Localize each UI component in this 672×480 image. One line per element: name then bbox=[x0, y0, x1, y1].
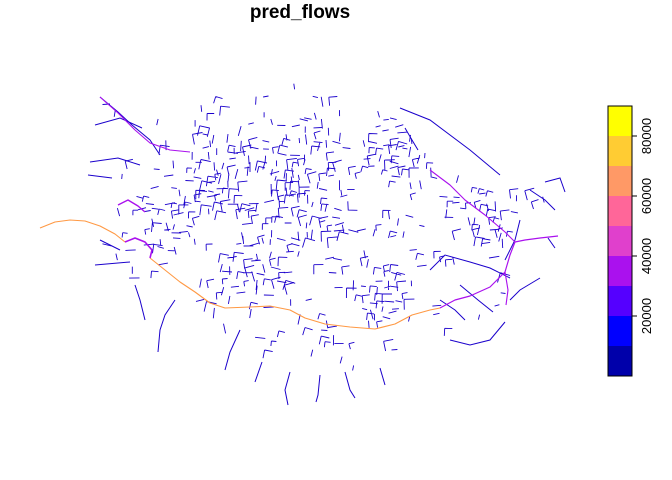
orange-bypass-west bbox=[39, 219, 126, 243]
arterial-road-23 bbox=[504, 219, 521, 261]
arterial-road-17 bbox=[157, 299, 176, 353]
magenta-west-spur bbox=[117, 199, 146, 213]
orange-bypass-south bbox=[149, 257, 441, 330]
arterial-road-5 bbox=[404, 127, 419, 151]
arterial-road-16 bbox=[224, 329, 241, 371]
arterial-road-21 bbox=[439, 299, 466, 321]
legend-ticks: 20000 40000 60000 80000 bbox=[632, 118, 654, 334]
arterial-road-3 bbox=[87, 174, 113, 179]
arterial-road-22 bbox=[459, 284, 494, 313]
arterial-road-12 bbox=[509, 277, 541, 301]
arterial-road-4 bbox=[399, 107, 501, 176]
legend-bin-8 bbox=[608, 106, 632, 136]
legend-tick-label-1: 40000 bbox=[639, 238, 654, 274]
arterial-road-18 bbox=[134, 284, 146, 321]
arterial-road-14 bbox=[547, 237, 556, 249]
arterial-road-9 bbox=[254, 361, 263, 383]
legend-color-bins bbox=[608, 106, 632, 376]
legend-bin-1 bbox=[608, 316, 632, 346]
magenta-north-road bbox=[99, 96, 191, 153]
magenta-east-road bbox=[429, 169, 516, 243]
arterial-road-19 bbox=[94, 261, 131, 266]
arterial-road-24 bbox=[529, 189, 556, 211]
legend-bin-3 bbox=[608, 256, 632, 286]
local-streets bbox=[102, 83, 545, 371]
magenta-bypass-east bbox=[439, 235, 559, 309]
magenta-west-link bbox=[124, 237, 153, 259]
legend-frame bbox=[607, 105, 633, 377]
legend-bin-5 bbox=[608, 196, 632, 226]
magenta-south-east bbox=[504, 271, 509, 306]
legend-bin-0 bbox=[608, 346, 632, 376]
arterial-road-8 bbox=[284, 371, 291, 406]
legend-bin-4 bbox=[608, 226, 632, 256]
arterial-road-1 bbox=[94, 117, 143, 129]
arterial-road-20 bbox=[99, 239, 121, 251]
arterial-road-11 bbox=[449, 321, 506, 346]
legend-bin-2 bbox=[608, 286, 632, 316]
arterial-road-2 bbox=[89, 157, 141, 166]
road-network bbox=[87, 83, 566, 406]
legend-tick-label-3: 80000 bbox=[639, 118, 654, 154]
arterial-road-15 bbox=[429, 254, 511, 279]
major-roads bbox=[39, 96, 559, 330]
arterial-road-13 bbox=[544, 177, 566, 193]
legend-bin-7 bbox=[608, 136, 632, 166]
plot-title: pred_flows bbox=[249, 2, 351, 23]
color-legend: 20000 40000 60000 80000 bbox=[607, 105, 654, 377]
legend-bin-6 bbox=[608, 166, 632, 196]
arterial-road-10 bbox=[379, 367, 386, 386]
legend-tick-label-0: 20000 bbox=[639, 298, 654, 334]
arterial-road-6 bbox=[315, 374, 321, 403]
arterial-road-7 bbox=[344, 371, 356, 399]
legend-tick-label-2: 60000 bbox=[639, 178, 654, 214]
